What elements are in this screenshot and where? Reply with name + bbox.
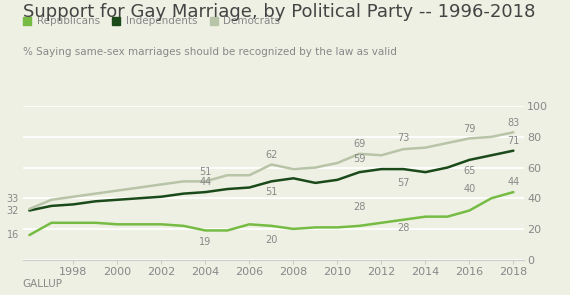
Text: 73: 73 [397,133,410,143]
Text: 57: 57 [397,178,410,188]
Text: 44: 44 [200,177,211,187]
Text: 28: 28 [397,223,410,233]
Text: 28: 28 [353,202,365,212]
Text: 59: 59 [353,154,365,164]
Text: 40: 40 [463,183,475,194]
Text: 51: 51 [265,188,278,197]
Text: 62: 62 [265,150,278,160]
Text: 16: 16 [7,230,19,240]
Text: Support for Gay Marriage, by Political Party -- 1996-2018: Support for Gay Marriage, by Political P… [23,3,535,21]
Text: % Saying same-sex marriages should be recognized by the law as valid: % Saying same-sex marriages should be re… [23,47,397,57]
Text: 79: 79 [463,124,475,134]
Text: GALLUP: GALLUP [23,279,63,289]
Text: 65: 65 [463,166,475,176]
Text: 71: 71 [507,136,520,146]
Text: 19: 19 [200,237,211,247]
Text: 69: 69 [353,139,365,149]
Legend: Republicans, Independents, Democrats: Republicans, Independents, Democrats [23,16,280,26]
Text: 44: 44 [507,177,519,187]
Text: 20: 20 [265,235,278,245]
Text: 83: 83 [507,117,519,127]
Text: 51: 51 [199,167,211,177]
Text: 32: 32 [6,206,19,216]
Text: 33: 33 [7,194,19,204]
